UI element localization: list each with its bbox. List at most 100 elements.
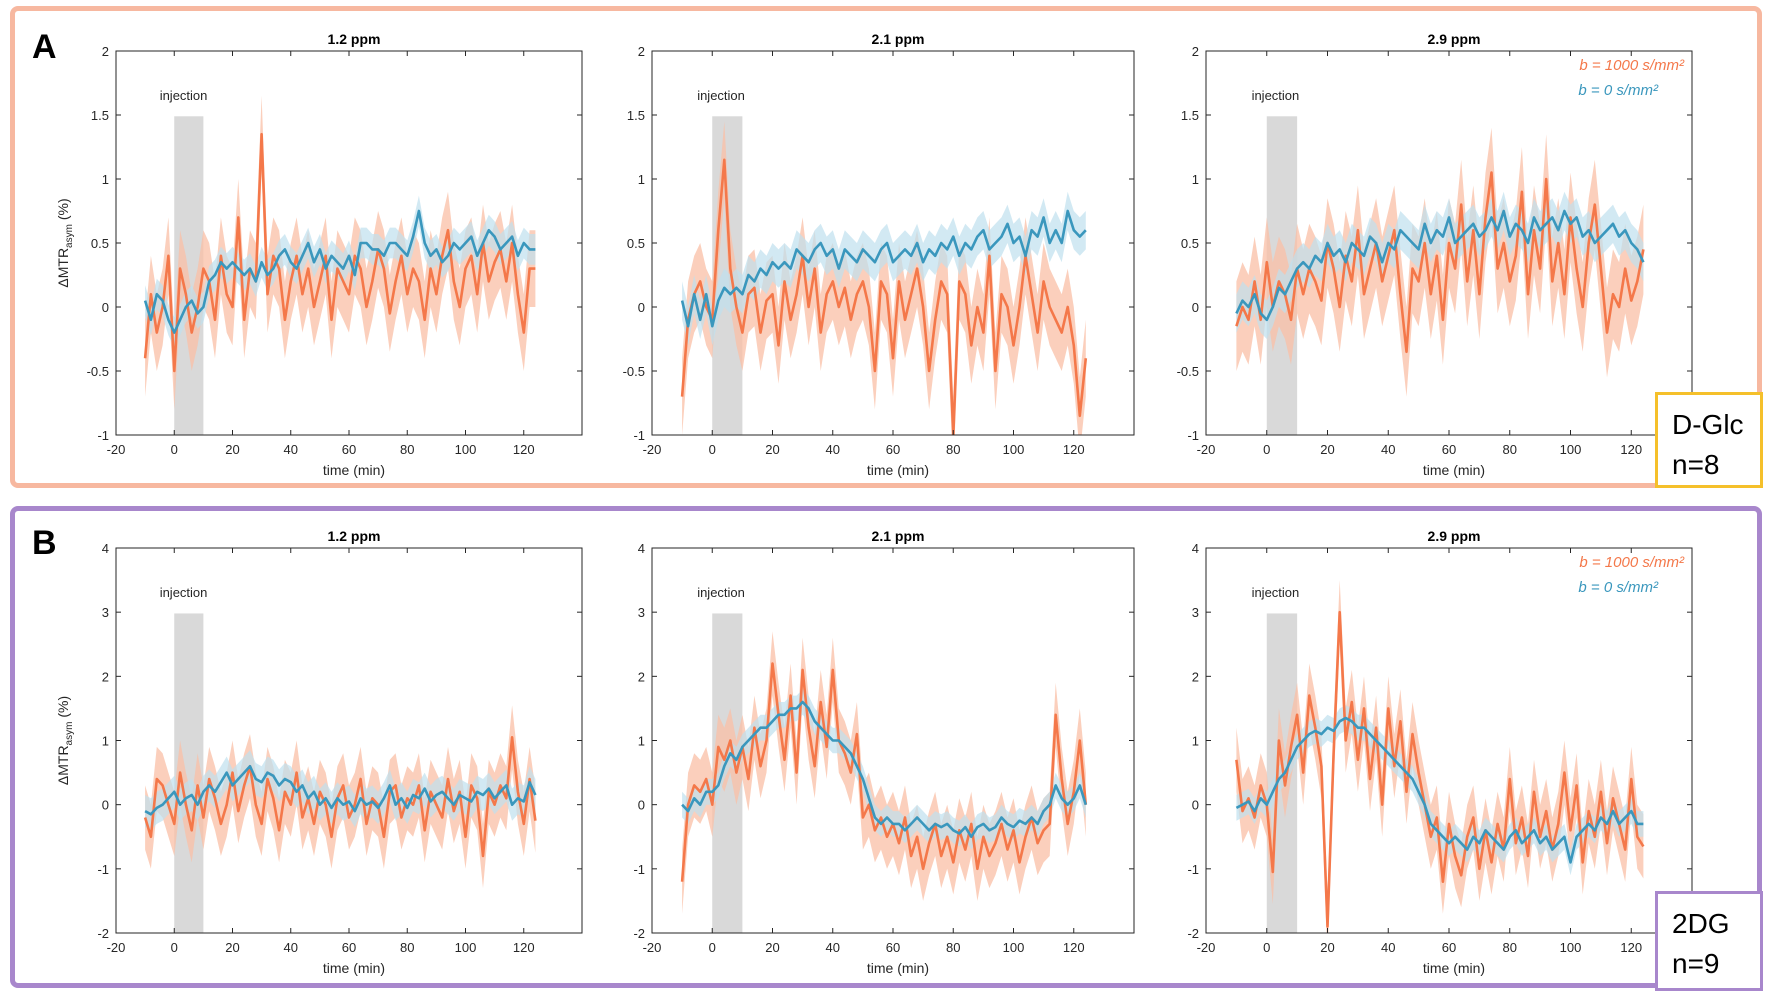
y-tick-label: 1 xyxy=(1192,172,1199,187)
x-tick-label: 40 xyxy=(284,940,298,955)
x-tick-label: 120 xyxy=(513,940,535,955)
y-tick-label: -1 xyxy=(1187,862,1199,877)
x-tick-label: 100 xyxy=(455,940,477,955)
chart-title: 2.1 ppm xyxy=(872,528,925,544)
x-tick-label: 120 xyxy=(1620,940,1642,955)
x-axis-label: time (min) xyxy=(1423,960,1485,976)
y-tick-label: 1 xyxy=(1192,734,1199,749)
x-tick-label: 100 xyxy=(1003,940,1025,955)
y-tick-label: 0.5 xyxy=(1181,236,1199,251)
y-tick-label: -0.5 xyxy=(1177,364,1199,379)
y-tick-label: 3 xyxy=(1192,605,1199,620)
plot-area xyxy=(1235,580,1645,933)
y-tick-label: -1 xyxy=(97,428,109,443)
x-tick-label: 40 xyxy=(1381,442,1395,457)
x-tick-label: 80 xyxy=(400,940,414,955)
b1000-series-line xyxy=(680,662,1088,882)
y-tick-label: 1 xyxy=(102,172,109,187)
y-tick-label: 3 xyxy=(102,605,109,620)
x-tick-label: 80 xyxy=(946,442,960,457)
x-tick-label: 100 xyxy=(455,442,477,457)
x-tick-label: 40 xyxy=(284,442,298,457)
chart-title: 1.2 ppm xyxy=(328,31,381,47)
injection-label: injection xyxy=(1252,585,1300,600)
x-tick-label: -20 xyxy=(107,940,126,955)
plot-area xyxy=(143,95,536,435)
chart-a-3: -20 0 20 40 60 80 100 120 -1 -0.5 0 0.5 1 1.5 2 2.9 ppm… xyxy=(1177,31,1693,478)
y-tick-label: 2 xyxy=(1192,44,1199,59)
chart-title: 2.9 ppm xyxy=(1428,528,1481,544)
x-tick-label: 20 xyxy=(225,442,239,457)
x-tick-label: -20 xyxy=(643,442,662,457)
b0-series-line xyxy=(143,209,536,334)
legend-b0: b = 0 s/mm² xyxy=(1578,82,1659,99)
y-tick-label: 0 xyxy=(102,798,109,813)
group-count: n=8 xyxy=(1672,449,1720,480)
x-tick-label: -20 xyxy=(643,940,662,955)
b0-series-line xyxy=(1235,209,1645,322)
y-tick-label: 1.5 xyxy=(91,108,109,123)
y-tick-label: -0.5 xyxy=(87,364,109,379)
chart-b-2: -20 0 20 40 60 80 100 120 -2 -1 0 1 2 3 4 2.1 ppm time (… xyxy=(633,528,1135,976)
chart-b-1: -20 0 20 40 60 80 100 120 -2 -1 0 1 2 3 4 1.2 ppm time (… xyxy=(55,528,583,976)
x-axis-label: time (min) xyxy=(867,462,929,478)
chart-a-2: -20 0 20 40 60 80 100 120 -1 -0.5 0 0.5 1 1.5 2 2.1 ppm… xyxy=(623,31,1135,478)
y-tick-label: 0 xyxy=(1192,300,1199,315)
x-tick-label: -20 xyxy=(107,442,126,457)
y-tick-label: -2 xyxy=(97,926,109,941)
chart-a-1: -20 0 20 40 60 80 100 120 -1 -0.5 0 0.5 1 1.5 2 1.2 ppm… xyxy=(55,31,583,478)
group-name: 2DG xyxy=(1672,908,1730,939)
injection-label: injection xyxy=(160,585,208,600)
injection-label: injection xyxy=(160,88,208,103)
y-tick-label: 1 xyxy=(638,172,645,187)
y-tick-label: 0.5 xyxy=(91,236,109,251)
chart-title: 2.1 ppm xyxy=(872,31,925,47)
b0-series-line xyxy=(1235,716,1644,864)
x-tick-label: 60 xyxy=(1442,940,1456,955)
chart-b-3: -20 0 20 40 60 80 100 120 -2 -1 0 1 2 3 4 2.9 ppm time (… xyxy=(1187,528,1693,976)
y-tick-label: 3 xyxy=(638,605,645,620)
x-tick-label: 100 xyxy=(1560,940,1582,955)
injection-label: injection xyxy=(1252,88,1300,103)
x-tick-label: 20 xyxy=(765,940,779,955)
legend-b1000: b = 1000 s/mm² xyxy=(1579,57,1685,74)
group-name: D-Glc xyxy=(1672,409,1744,440)
x-tick-label: 120 xyxy=(1063,442,1085,457)
x-tick-label: 60 xyxy=(342,442,356,457)
plot-area xyxy=(143,613,537,933)
b1000-series-line xyxy=(1235,171,1645,354)
chart-title: 2.9 ppm xyxy=(1428,31,1481,47)
y-tick-label: 4 xyxy=(102,541,109,556)
y-tick-label: -2 xyxy=(1187,926,1199,941)
x-tick-label: 40 xyxy=(826,442,840,457)
plot-area xyxy=(680,116,1088,435)
y-axis-label: ΔMTRasym (%) xyxy=(55,198,75,287)
x-tick-label: 120 xyxy=(513,442,535,457)
x-tick-label: 80 xyxy=(1503,442,1517,457)
panel-b-frame xyxy=(10,506,1762,988)
y-tick-label: 2 xyxy=(102,669,109,684)
x-tick-label: 20 xyxy=(1320,940,1334,955)
b1000-series-line xyxy=(1235,610,1645,928)
x-tick-label: 20 xyxy=(765,442,779,457)
y-tick-label: 1.5 xyxy=(627,108,645,123)
x-tick-label: 20 xyxy=(225,940,239,955)
x-tick-label: 0 xyxy=(171,442,178,457)
y-tick-label: 1.5 xyxy=(1181,108,1199,123)
x-axis-label: time (min) xyxy=(867,960,929,976)
y-tick-label: 1 xyxy=(638,734,645,749)
legend-b1000: b = 1000 s/mm² xyxy=(1579,554,1685,571)
x-tick-label: 0 xyxy=(709,442,716,457)
injection-label: injection xyxy=(697,88,745,103)
x-tick-label: 0 xyxy=(709,940,716,955)
b1000-error-band xyxy=(1236,127,1644,397)
y-tick-label: 2 xyxy=(102,44,109,59)
x-tick-label: 60 xyxy=(886,442,900,457)
x-tick-label: 80 xyxy=(400,442,414,457)
y-tick-label: 2 xyxy=(1192,669,1199,684)
y-tick-label: 0 xyxy=(102,300,109,315)
chart-title: 1.2 ppm xyxy=(328,528,381,544)
group-box-2dg: 2DG n=9 xyxy=(1655,891,1763,991)
x-axis-label: time (min) xyxy=(323,960,385,976)
